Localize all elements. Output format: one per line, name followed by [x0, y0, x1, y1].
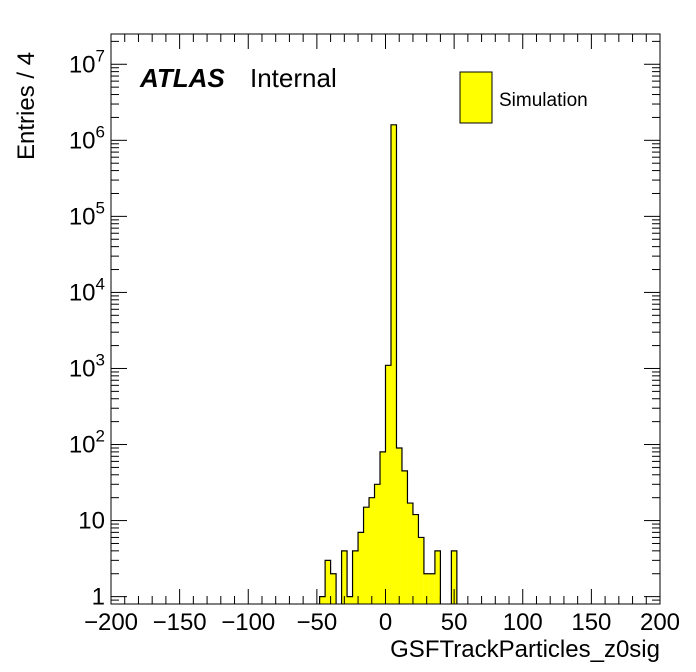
legend: Simulation	[459, 71, 588, 124]
histogram-bar	[390, 124, 397, 604]
histogram-bar	[385, 365, 391, 604]
x-tick-label: −200	[84, 609, 138, 636]
atlas-label: ATLAS	[139, 63, 225, 93]
histogram-bar	[407, 503, 413, 604]
y-tick-label: 103	[69, 350, 105, 382]
x-axis-label: GSFTrackParticles_z0sig	[390, 636, 660, 663]
internal-label: Internal	[250, 63, 337, 93]
histogram-bar	[352, 550, 359, 604]
x-tick-label: −150	[153, 609, 207, 636]
y-tick-label: 106	[69, 122, 105, 154]
axis-minor-ticks	[111, 34, 660, 605]
x-tick-label: 100	[503, 609, 543, 636]
y-tick-label: 10	[78, 508, 105, 535]
x-tick-label: 200	[640, 609, 680, 636]
histogram-bar	[374, 484, 381, 604]
y-tick-label: 102	[69, 427, 105, 459]
histogram-bar	[396, 448, 402, 604]
histogram-bar	[347, 596, 353, 604]
histogram-bar	[412, 514, 419, 604]
histogram-bars	[319, 124, 458, 604]
histogram-bar	[401, 470, 408, 604]
y-axis-label: Entries / 4	[13, 52, 40, 160]
x-tick-label: 50	[441, 609, 468, 636]
y-tick-label: 1	[92, 584, 105, 611]
histogram-bar	[319, 596, 326, 604]
x-tick-label: −100	[221, 609, 275, 636]
histogram-bar	[325, 560, 331, 604]
x-tick-label: 150	[571, 609, 611, 636]
x-tick-label: −50	[297, 609, 338, 636]
histogram-bar	[429, 573, 435, 604]
x-tick-labels: −200 −150 −100 −50 0 50 100 150 200	[84, 609, 680, 636]
histogram-bar	[369, 497, 375, 604]
histogram-bar	[418, 537, 424, 604]
histogram-bar	[451, 550, 457, 604]
legend-swatch	[459, 71, 493, 124]
histogram-bar	[380, 451, 386, 604]
y-tick-label: 107	[69, 46, 105, 78]
histogram-bar	[341, 550, 348, 604]
y-tick-label: 104	[69, 274, 105, 306]
histogram-bar	[363, 507, 370, 604]
plot-frame	[110, 33, 661, 605]
histogram-outline	[319, 124, 458, 604]
histogram-bar	[330, 573, 337, 604]
histogram-bar	[358, 532, 364, 604]
y-tick-label: 105	[69, 198, 105, 230]
histogram-bar	[423, 573, 430, 604]
legend-entry-label: Simulation	[499, 90, 588, 111]
histogram-bar	[434, 550, 441, 604]
y-tick-labels: 1 10 102 103 104 105 106 107	[69, 46, 105, 610]
x-tick-label: 0	[379, 609, 392, 636]
